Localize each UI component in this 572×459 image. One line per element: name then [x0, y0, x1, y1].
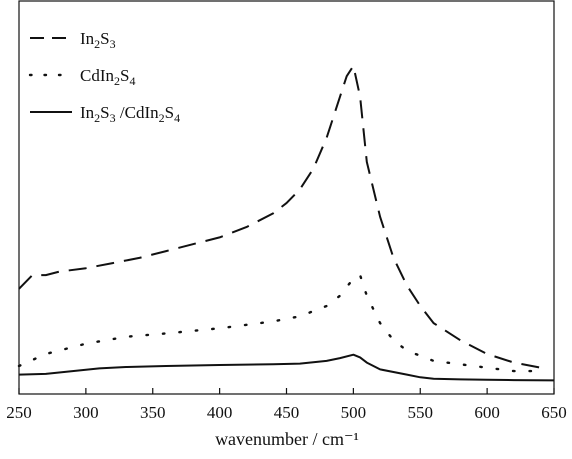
series-line-1: [18, 64, 541, 369]
x-tick-label: 350: [140, 403, 166, 422]
x-tick-label: 650: [541, 403, 567, 422]
x-tick-label: 300: [73, 403, 99, 422]
legend: In2S3 CdIn2S4 In2S3 /CdIn2S4: [28, 29, 180, 125]
series-line-2: [17, 273, 542, 373]
x-tick-label: 500: [341, 403, 367, 422]
x-tick-label: 400: [207, 403, 233, 422]
x-tick-label: 600: [474, 403, 500, 422]
series-line-3: [18, 353, 555, 382]
series-layer: [17, 64, 555, 382]
legend-label-1: In2S3: [80, 29, 116, 51]
x-tick-label: 250: [6, 403, 32, 422]
x-tick-label: 550: [408, 403, 434, 422]
legend-label-3: In2S3 /CdIn2S4: [80, 103, 180, 125]
x-ticks: 250 300 350 400 450 500 550 600 650: [6, 388, 567, 422]
x-tick-label: 450: [274, 403, 300, 422]
x-axis-title: wavenumber / cm⁻¹: [215, 429, 359, 449]
plot-frame: [18, 0, 555, 395]
legend-label-2: CdIn2S4: [80, 66, 135, 88]
